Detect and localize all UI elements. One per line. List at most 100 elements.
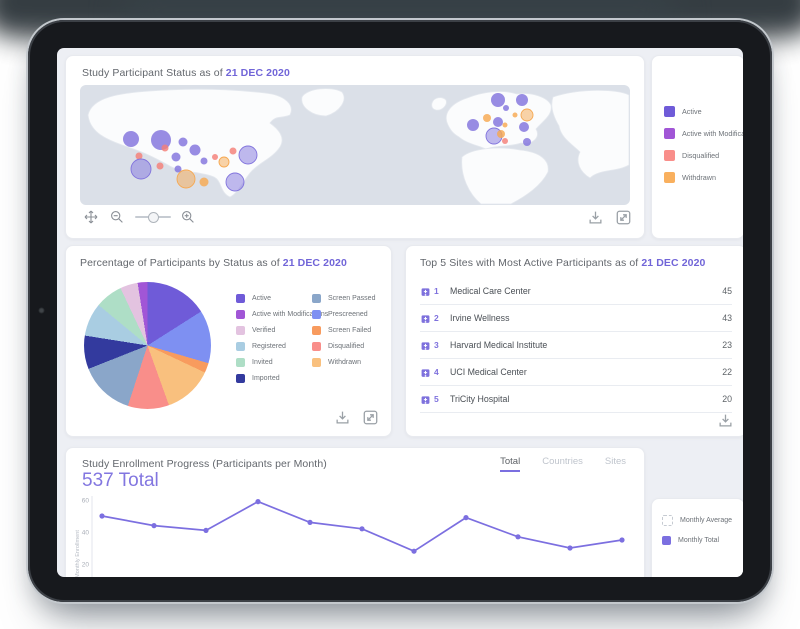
tab-countries[interactable]: Countries <box>542 456 583 467</box>
legend-label: Prescreened <box>328 311 368 318</box>
download-icon <box>336 411 348 423</box>
site-rank-number: 2 <box>434 313 439 323</box>
map-zoom-slider[interactable] <box>134 208 171 226</box>
map-bubble[interactable] <box>161 144 169 152</box>
map-bubble[interactable] <box>238 145 258 165</box>
pie-download-button[interactable] <box>333 408 351 426</box>
tab-total[interactable]: Total <box>500 456 521 472</box>
map-bubble[interactable] <box>212 154 218 160</box>
site-row[interactable]: 5 TriCity Hospital 20 <box>420 386 732 413</box>
top5-panel: Top 5 Sites with Most Active Participant… <box>405 245 743 437</box>
map-bubble[interactable] <box>483 114 491 122</box>
data-point[interactable] <box>619 537 625 543</box>
site-rank-number: 1 <box>434 286 439 296</box>
legend-swatch <box>664 150 675 161</box>
pie-panel-title: Percentage of Participants by Status as … <box>80 257 347 269</box>
pie-legend-item: Screen Failed <box>312 326 375 335</box>
site-row[interactable]: 2 Irvine Wellness 43 <box>420 305 732 332</box>
legend-label: Disqualified <box>682 151 720 160</box>
legend-swatch <box>312 310 321 319</box>
asia-shape <box>551 90 630 179</box>
tab-sites[interactable]: Sites <box>604 456 626 467</box>
map-bubble[interactable] <box>156 162 164 170</box>
legend-swatch <box>662 515 673 526</box>
map-bubble[interactable] <box>189 144 201 156</box>
legend-label: Active <box>682 107 702 116</box>
site-active-count: 45 <box>722 286 732 296</box>
map-bubble[interactable] <box>502 138 508 144</box>
map-expand-button[interactable] <box>614 208 632 226</box>
site-active-count: 23 <box>722 340 732 350</box>
map-pan-button[interactable] <box>82 208 100 226</box>
legend-label: Verified <box>252 327 276 334</box>
pie-legend-item: Disqualified <box>312 342 375 351</box>
site-row[interactable]: 4 UCI Medical Center 22 <box>420 359 732 386</box>
data-point[interactable] <box>203 527 209 533</box>
data-point[interactable] <box>307 519 313 525</box>
north-america-shape <box>87 88 292 198</box>
map-bubble[interactable] <box>174 165 182 173</box>
site-rank: 2 <box>420 313 450 324</box>
map-bubble[interactable] <box>520 108 534 122</box>
y-tick-label: 60 <box>82 497 90 504</box>
map-bubble[interactable] <box>199 177 209 187</box>
map-bubble[interactable] <box>135 152 143 160</box>
map-bubble[interactable] <box>229 147 237 155</box>
enrollment-legend-panel: Monthly Average Monthly Total <box>651 498 743 577</box>
map-bubble[interactable] <box>491 93 505 107</box>
data-point[interactable] <box>515 534 521 540</box>
map-bubble[interactable] <box>176 169 196 189</box>
data-point[interactable] <box>411 548 417 554</box>
legend-label: Registered <box>252 343 286 350</box>
pie-legend-item: Active with Modifications <box>236 310 328 319</box>
map-zoom-in-button[interactable] <box>179 208 197 226</box>
data-point[interactable] <box>151 523 157 529</box>
expand-icon <box>616 210 630 224</box>
map-download-button[interactable] <box>586 208 604 226</box>
map-bubble[interactable] <box>218 156 230 168</box>
map-bubble[interactable] <box>523 138 531 146</box>
dashboard-screen: Study Participant Status as of 21 DEC 20… <box>57 48 743 577</box>
map-bubble[interactable] <box>467 119 479 131</box>
site-rank-number: 4 <box>434 367 439 377</box>
map-bubble[interactable] <box>171 152 181 162</box>
map-bubble[interactable] <box>130 158 152 180</box>
legend-label: Disqualified <box>328 343 365 350</box>
map-bubble[interactable] <box>123 131 139 147</box>
legend-swatch <box>312 342 321 351</box>
map-bubble[interactable] <box>178 137 188 147</box>
enrollment-tabs: Total Countries Sites <box>500 456 626 472</box>
download-icon <box>719 414 731 426</box>
map-zoom-out-button[interactable] <box>108 208 126 226</box>
legend-label: Invited <box>252 359 273 366</box>
data-point[interactable] <box>99 513 105 519</box>
map-bubble[interactable] <box>493 117 503 127</box>
site-row[interactable]: 1 Medical Care Center 45 <box>420 278 732 305</box>
world-map-svg <box>87 88 630 205</box>
map-bubble[interactable] <box>519 122 529 132</box>
enrollment-chart[interactable]: 60 40 20 Monthly Enrollment <box>74 492 644 577</box>
data-point[interactable] <box>463 515 469 521</box>
map-bubble[interactable] <box>516 94 528 106</box>
site-name: Harvard Medical Institute <box>450 340 548 350</box>
pie-panel-actions <box>333 408 379 426</box>
legend-swatch <box>662 536 671 545</box>
pie-legend-column-2: Screen Passed Prescreened Screen Failed Dis… <box>312 294 375 374</box>
map-bubble[interactable] <box>200 157 208 165</box>
map-bubble[interactable] <box>497 130 505 138</box>
world-map[interactable] <box>80 85 630 205</box>
map-bubble[interactable] <box>502 122 508 128</box>
top5-download-button[interactable] <box>716 411 734 429</box>
map-bubble[interactable] <box>225 172 245 192</box>
map-bubble[interactable] <box>503 105 509 111</box>
site-row[interactable]: 3 Harvard Medical Institute 23 <box>420 332 732 359</box>
data-point[interactable] <box>255 499 261 505</box>
data-point[interactable] <box>359 526 365 532</box>
slider-knob[interactable] <box>147 212 159 223</box>
data-point[interactable] <box>567 545 573 551</box>
map-bubble[interactable] <box>512 112 518 118</box>
status-pie-chart[interactable] <box>84 282 211 409</box>
top5-title-date: 21 DEC 2020 <box>641 257 706 269</box>
pie-expand-button[interactable] <box>361 408 379 426</box>
